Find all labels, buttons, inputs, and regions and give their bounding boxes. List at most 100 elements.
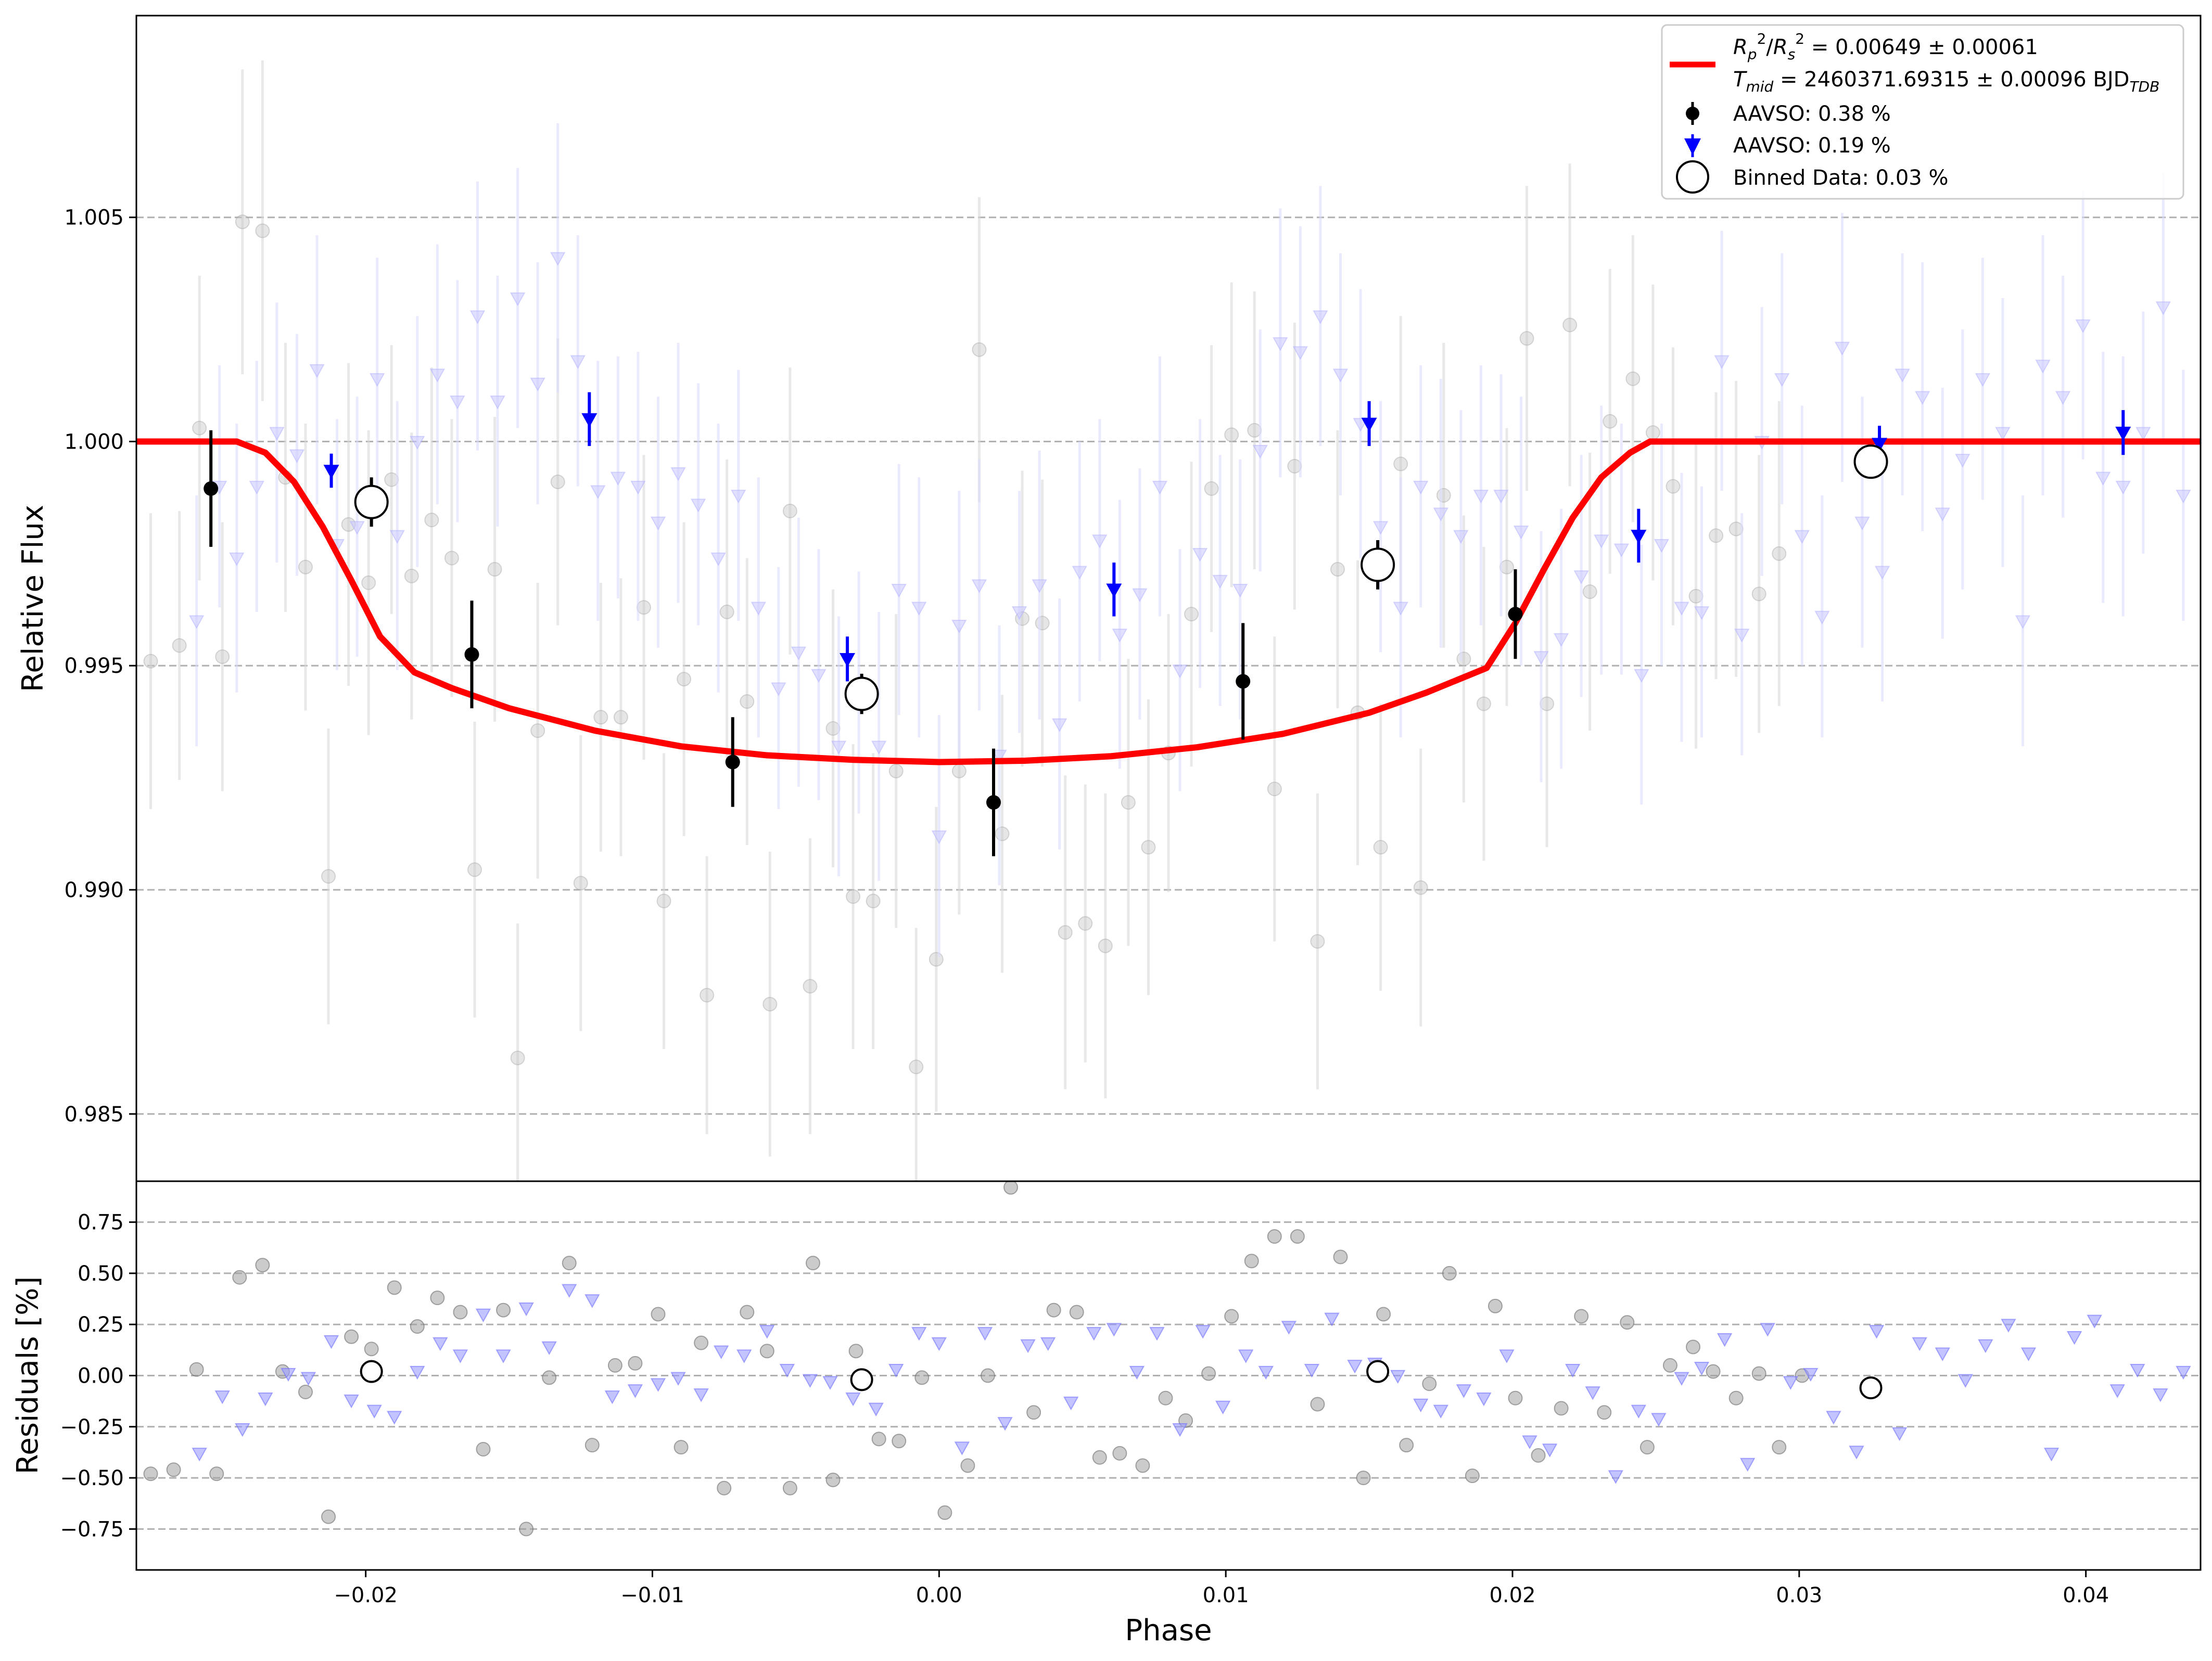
raw-blue-point: [1533, 651, 1549, 665]
raw-blue-point: [469, 310, 486, 324]
residual-blue-point: [2087, 1314, 2102, 1329]
residual-gray-point: [1026, 1405, 1041, 1420]
residual-blue-point: [888, 1363, 904, 1378]
residual-gray-point: [1224, 1309, 1239, 1324]
raw-blue-point: [670, 467, 686, 481]
raw-gray-point: [972, 342, 987, 357]
raw-blue-point: [1594, 534, 1609, 548]
raw-gray-points: [143, 60, 1787, 1181]
residual-blue-point: [1608, 1470, 1623, 1484]
residual-blue-point: [344, 1394, 359, 1409]
raw-blue-point: [1473, 490, 1489, 504]
aavso-blue-point: [1106, 583, 1122, 598]
residual-gray-point: [1112, 1446, 1127, 1461]
binned-point: [1853, 444, 1888, 479]
raw-blue-point: [1955, 454, 1971, 468]
raw-gray-point: [1330, 562, 1345, 577]
transit-y-tick-label: 0.985: [64, 1103, 124, 1127]
residual-blue-point: [1978, 1339, 1993, 1353]
raw-gray-point: [424, 513, 439, 528]
residual-gray-point: [209, 1466, 224, 1481]
residual-gray-point: [1135, 1458, 1150, 1473]
raw-gray-point: [677, 672, 692, 687]
residual-blue-point: [845, 1392, 861, 1407]
residual-blue-point: [1803, 1368, 1819, 1382]
aavso-blue-point: [581, 413, 598, 428]
raw-gray-point: [1121, 795, 1136, 810]
phase-x-tick-label: 0.04: [2063, 1583, 2109, 1607]
residuals-y-tick-label: 0.50: [78, 1262, 124, 1286]
residual-gray-point: [1290, 1229, 1305, 1244]
residual-gray-point: [740, 1305, 755, 1320]
raw-blue-point: [1814, 610, 1830, 625]
residual-blue-point: [1304, 1363, 1320, 1378]
raw-gray-point: [1625, 371, 1641, 386]
raw-gray-point: [1184, 607, 1199, 622]
raw-blue-point: [1774, 373, 1790, 387]
residual-blue-point: [714, 1345, 729, 1360]
raw-blue-point: [1393, 602, 1408, 616]
phase-x-tick-label: 0.03: [1776, 1583, 1822, 1607]
raw-gray-point: [1709, 528, 1724, 543]
raw-blue-point: [188, 615, 205, 629]
phase-x-label: Phase: [1125, 1614, 1212, 1647]
aavso-blue-point: [1872, 438, 1888, 452]
raw-gray-point: [656, 893, 671, 909]
raw-blue-point: [650, 516, 666, 531]
residual-gray-point: [1620, 1315, 1635, 1330]
raw-gray-point: [613, 710, 628, 725]
residual-gray-point: [584, 1438, 600, 1453]
transit-y-tick-label: 1.000: [64, 430, 124, 454]
raw-blue-point: [1914, 391, 1930, 405]
aavso-black-point: [204, 481, 219, 496]
residual-blue-point: [323, 1335, 339, 1349]
raw-gray-point: [1098, 938, 1113, 953]
residual-blue-point: [1433, 1404, 1448, 1419]
residual-gray-point: [1422, 1376, 1437, 1391]
aavso-blue-point: [1631, 530, 1647, 544]
raw-gray-point: [909, 1059, 924, 1075]
raw-blue-point: [269, 427, 285, 441]
residual-blue-point: [1040, 1337, 1056, 1351]
residual-blue-point: [1281, 1321, 1297, 1335]
raw-gray-point: [951, 763, 967, 778]
raw-blue-point: [349, 521, 365, 535]
residual-gray-point: [542, 1370, 557, 1385]
transit-y-tick-label: 0.995: [64, 654, 124, 678]
legend-aavso-black-swatch: [1686, 102, 1699, 125]
residual-blue-point: [1935, 1347, 1950, 1361]
raw-blue-point: [710, 552, 726, 567]
raw-gray-point: [700, 988, 715, 1003]
phase-x-ticks: −0.02 −0.01 0.00 0.01 0.02 0.03 0.04: [334, 1570, 2109, 1607]
raw-gray-point: [888, 763, 904, 778]
raw-gray-point: [1603, 414, 1618, 429]
residual-binned-point: [850, 1368, 873, 1391]
residual-blue-point: [1891, 1427, 1908, 1441]
raw-gray-point: [1772, 546, 1787, 561]
residual-gray-point: [1597, 1405, 1612, 1420]
raw-blue-point: [389, 530, 405, 544]
residual-blue-point: [1347, 1360, 1363, 1374]
raw-gray-point: [215, 649, 230, 664]
residual-gray-point: [1069, 1305, 1084, 1320]
phase-x-tick-label: 0.01: [1203, 1583, 1249, 1607]
residual-blue-points: [192, 1284, 2191, 1484]
residual-gray-point: [255, 1258, 270, 1273]
residual-blue-point: [433, 1337, 448, 1351]
raw-blue-point: [1674, 602, 1689, 616]
raw-gray-point: [1204, 481, 1219, 496]
residual-blue-point: [650, 1378, 666, 1392]
aavso-blue-binned: [323, 392, 2131, 682]
residual-blue-point: [693, 1388, 709, 1402]
residual-gray-point: [166, 1462, 181, 1477]
residual-blue-point: [911, 1327, 927, 1341]
residual-gray-point: [628, 1356, 643, 1371]
residuals-y-tick-label: 0.75: [78, 1211, 124, 1235]
residual-blue-point: [1565, 1363, 1581, 1378]
legend-model-line1: Rp2/Rs2 = 0.00649 ± 0.00061: [1733, 30, 2038, 63]
raw-gray-point: [803, 979, 818, 994]
raw-blue-point: [2176, 490, 2191, 504]
residual-blue-point: [281, 1368, 296, 1382]
legend-model-line2: Tmid = 2460371.69315 ± 0.00096 BJDTDB: [1733, 68, 2159, 95]
